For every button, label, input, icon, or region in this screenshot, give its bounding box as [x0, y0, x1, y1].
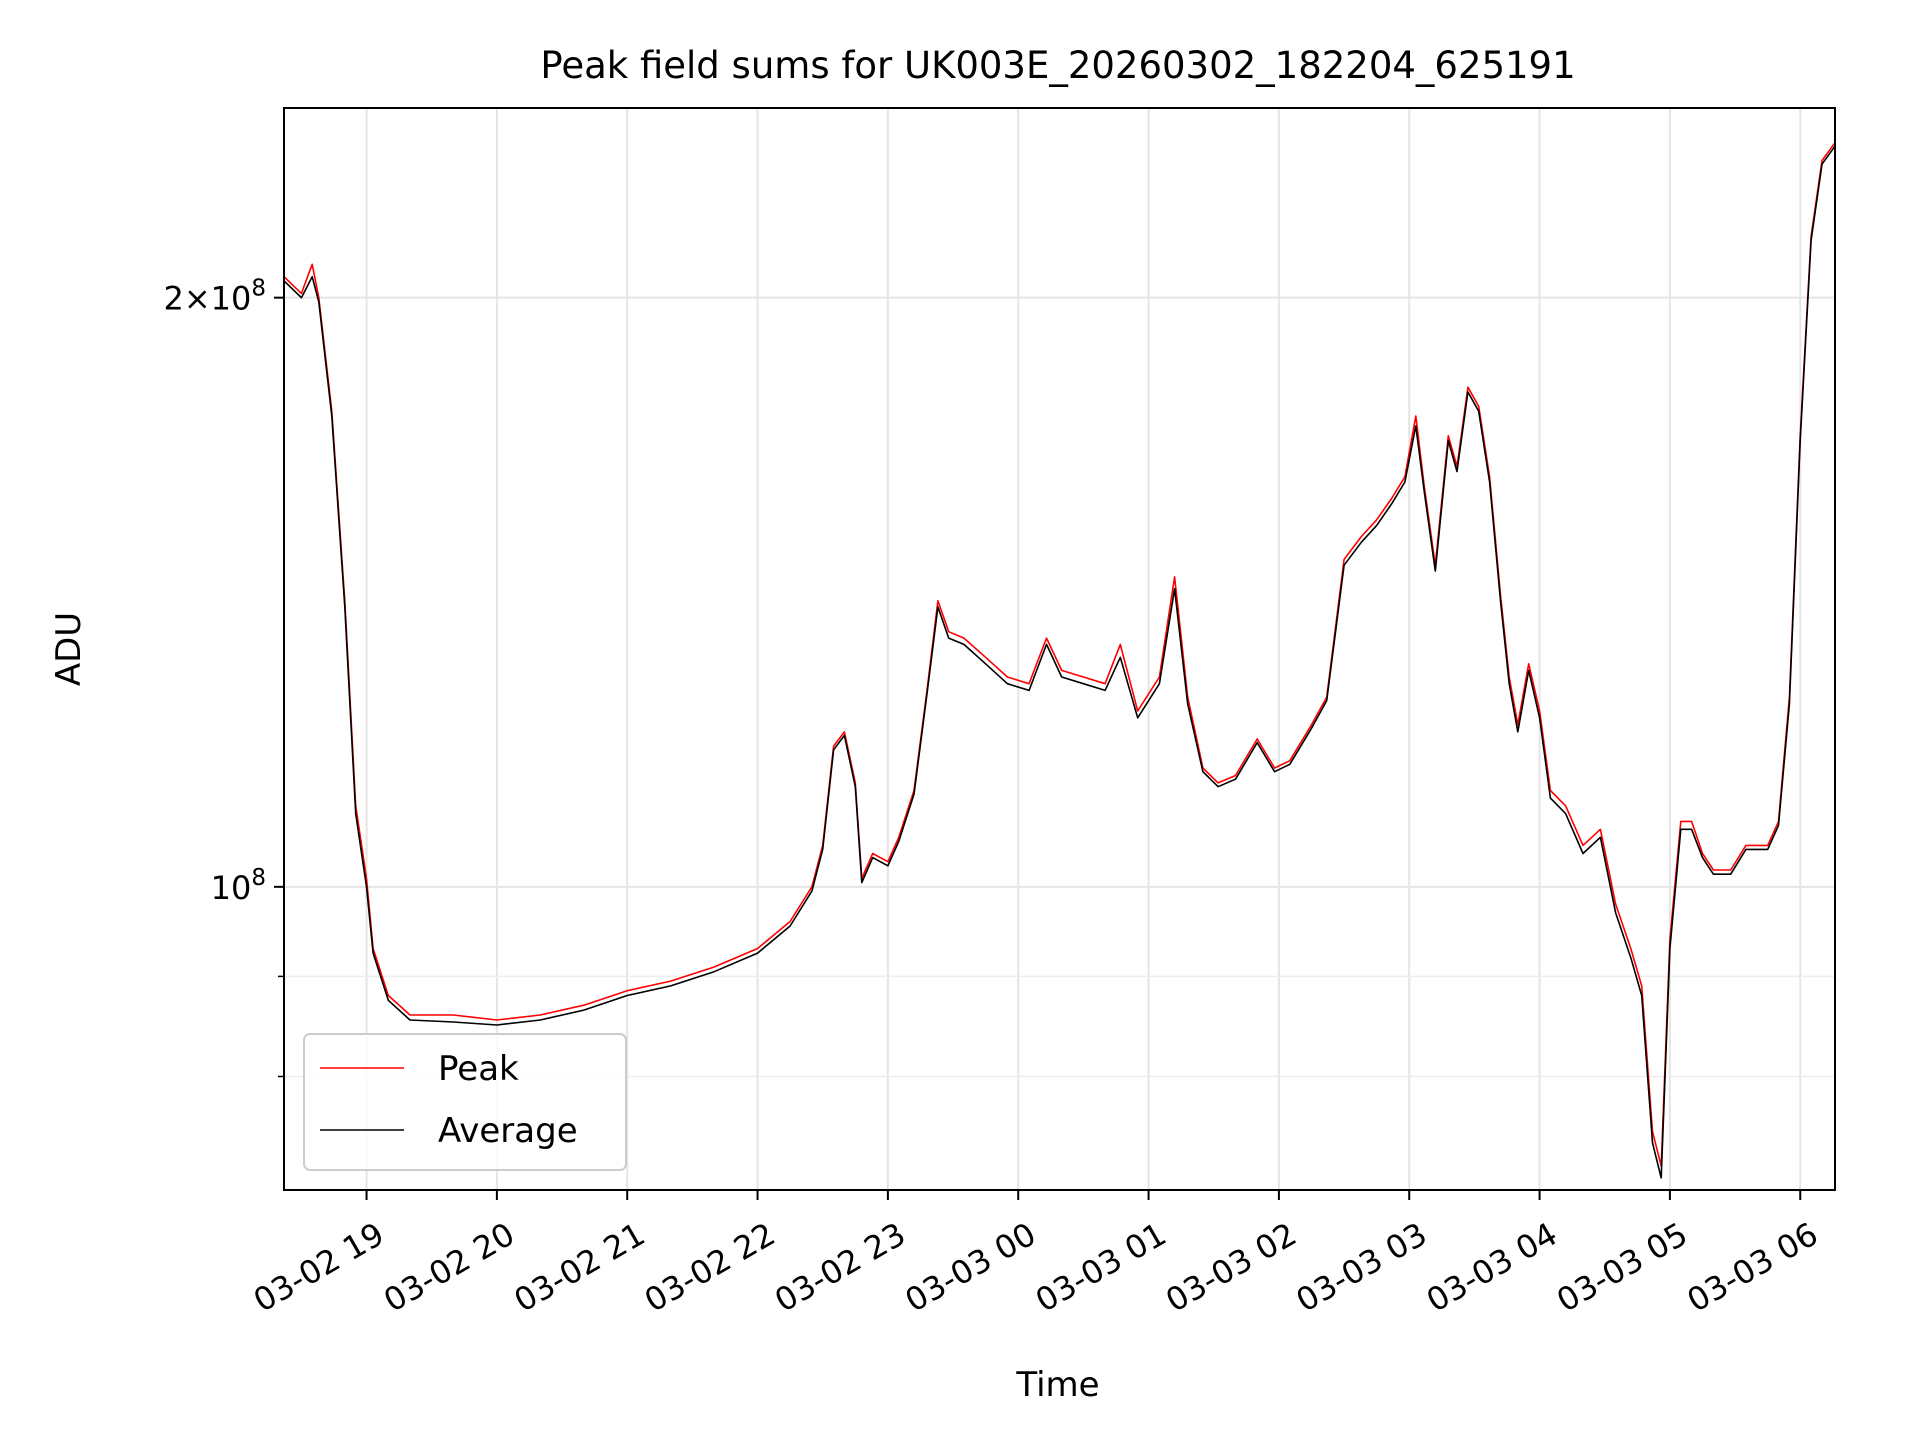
y-tick-label: 2×108: [163, 276, 266, 318]
series-lines: [283, 142, 1836, 1179]
y-axis-label: ADU: [49, 612, 89, 686]
y-tick-label: 108: [211, 865, 266, 907]
series-line-average: [283, 145, 1836, 1179]
chart-title: Peak field sums for UK003E_20260302_1822…: [540, 44, 1575, 87]
x-axis-label: Time: [1015, 1365, 1099, 1405]
y-axis-ticks: 108 2×108: [163, 276, 284, 1078]
legend: Peak Average: [303, 1033, 627, 1171]
legend-label-average: Average: [438, 1111, 578, 1151]
legend-label-peak: Peak: [438, 1049, 519, 1089]
grid: [284, 108, 1835, 1190]
plot-area-frame: [283, 107, 1836, 1191]
